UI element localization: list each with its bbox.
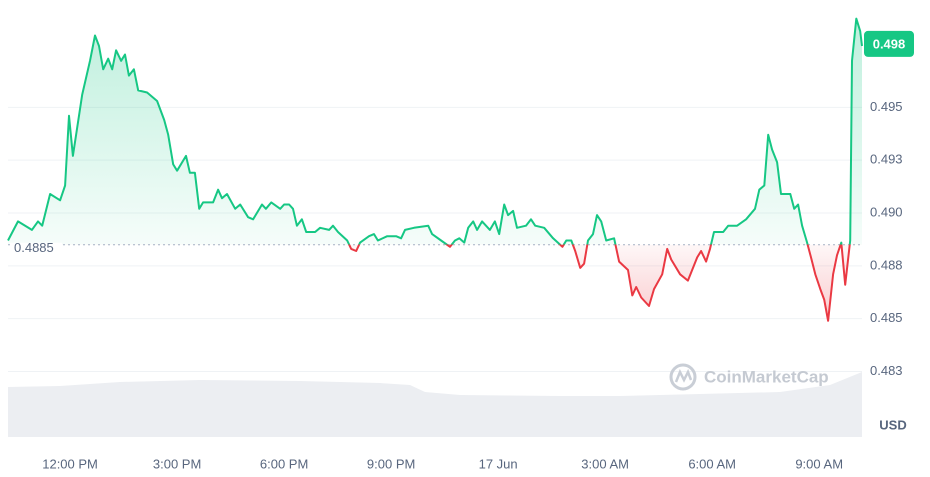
x-tick-label: 3:00 PM: [153, 456, 201, 471]
x-tick-label: 6:00 PM: [260, 456, 308, 471]
price-line: [7, 17, 863, 322]
watermark: CoinMarketCap: [669, 363, 829, 391]
x-tick-label: 9:00 PM: [367, 456, 415, 471]
watermark-text: CoinMarketCap: [704, 367, 829, 386]
currency-label: USD: [879, 417, 906, 432]
x-tick-label: 12:00 PM: [42, 456, 98, 471]
y-tick-label: 0.493: [870, 152, 903, 167]
y-tick-label: 0.488: [870, 257, 903, 272]
y-tick-label: 0.485: [870, 310, 903, 325]
current-price-badge: [864, 30, 914, 57]
price-area: [8, 18, 862, 321]
x-tick-label: 17 Jun: [479, 456, 518, 471]
baseline-label-bg: [10, 242, 62, 257]
y-tick-label: 0.483: [870, 363, 903, 378]
baseline-label: 0.4885: [14, 240, 54, 255]
current-price-label: 0.498: [873, 36, 906, 51]
x-tick-label: 3:00 AM: [581, 456, 629, 471]
y-tick-label: 0.495: [870, 99, 903, 114]
volume-area: [8, 372, 862, 437]
y-tick-label: 0.490: [870, 204, 903, 219]
x-tick-label: 6:00 AM: [688, 456, 736, 471]
x-tick-label: 9:00 AM: [795, 456, 843, 471]
